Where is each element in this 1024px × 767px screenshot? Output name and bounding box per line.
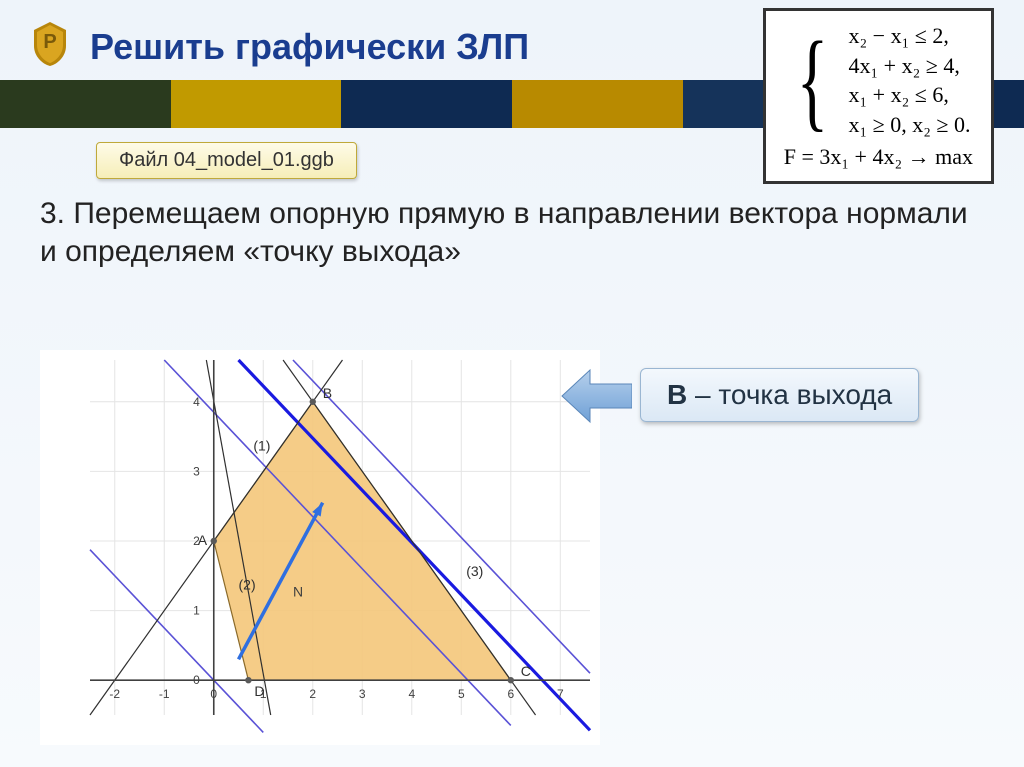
pointer-arrow-icon — [560, 368, 632, 424]
logo-shield-icon: P — [30, 20, 70, 68]
svg-text:0: 0 — [210, 687, 217, 701]
svg-text:(3): (3) — [466, 563, 483, 579]
svg-text:7: 7 — [557, 687, 564, 701]
svg-text:4: 4 — [193, 395, 200, 409]
svg-text:P: P — [43, 31, 56, 53]
svg-text:0: 0 — [193, 673, 200, 687]
svg-text:2: 2 — [309, 687, 316, 701]
constraint-1: x₂ − x₁ ≤ 2, — [849, 21, 971, 51]
svg-text:3: 3 — [359, 687, 366, 701]
svg-text:-1: -1 — [159, 687, 170, 701]
svg-text:D: D — [254, 683, 264, 699]
constraints-box: { x₂ − x₁ ≤ 2, 4x₁ + x₂ ≥ 4, x₁ + x₂ ≤ 6… — [763, 8, 994, 184]
svg-text:-2: -2 — [109, 687, 120, 701]
exit-point-letter: B — [667, 379, 687, 410]
lp-chart: (1)(2)(3)-2-10123456701234NDABC — [40, 350, 600, 745]
svg-text:(1): (1) — [253, 437, 270, 453]
svg-text:5: 5 — [458, 687, 465, 701]
constraint-3: x₁ + x₂ ≤ 6, — [849, 80, 971, 110]
svg-text:6: 6 — [507, 687, 514, 701]
constraint-4: x₁ ≥ 0, x₂ ≥ 0. — [849, 110, 971, 140]
exit-point-badge: B – точка выхода — [640, 368, 919, 422]
file-badge: Файл 04_model_01.ggb — [96, 142, 357, 179]
exit-point-text: – точка выхода — [687, 379, 892, 410]
svg-text:C: C — [521, 663, 531, 679]
step-description: 3. Перемещаем опорную прямую в направлен… — [40, 195, 984, 270]
svg-text:1: 1 — [193, 604, 200, 618]
svg-text:4: 4 — [408, 687, 415, 701]
svg-text:N: N — [293, 584, 303, 600]
objective-fn: F = 3x₁ + 4x₂ → max — [784, 142, 973, 172]
svg-text:B: B — [323, 385, 332, 401]
svg-text:A: A — [198, 532, 208, 548]
svg-text:3: 3 — [193, 464, 200, 478]
svg-text:(2): (2) — [239, 577, 256, 593]
constraint-2: 4x₁ + x₂ ≥ 4, — [849, 51, 971, 81]
